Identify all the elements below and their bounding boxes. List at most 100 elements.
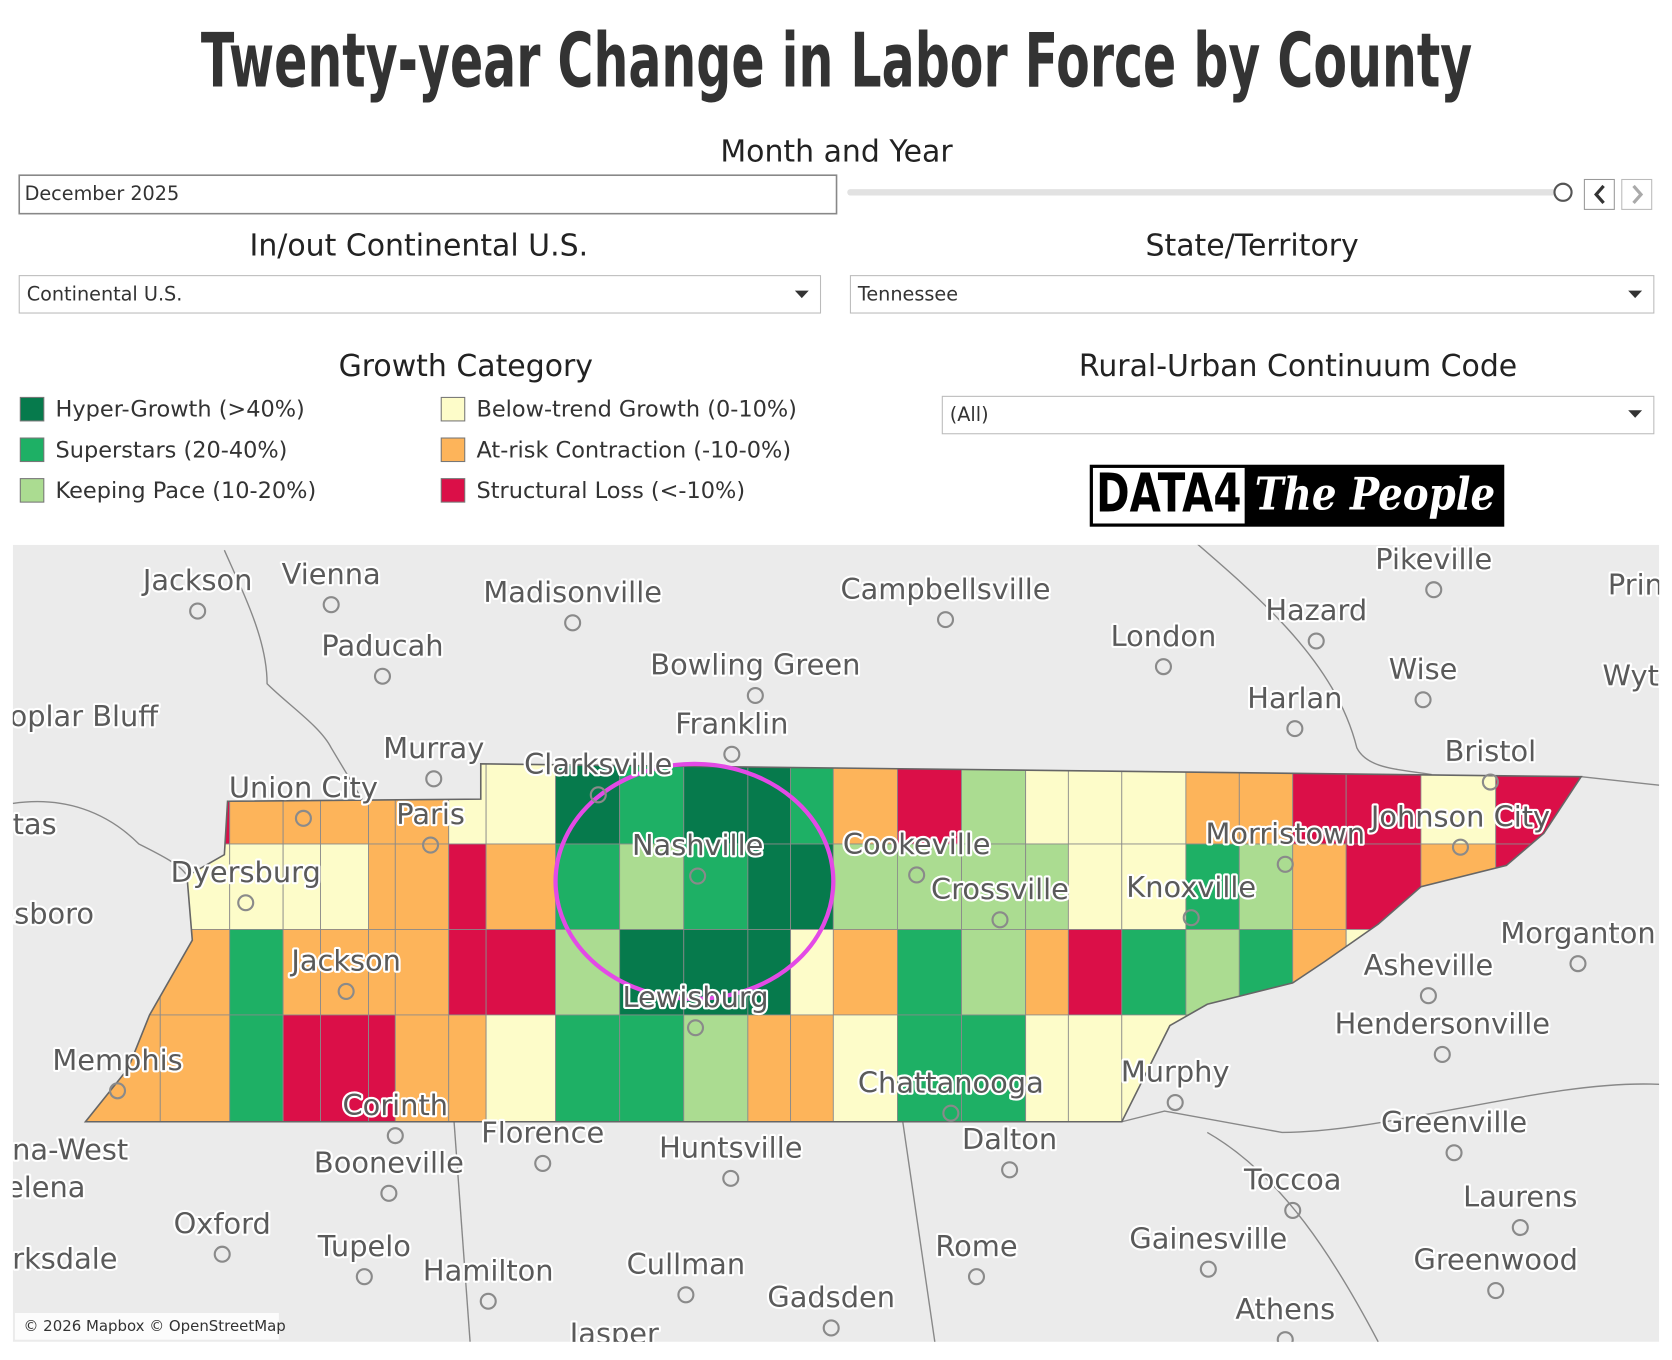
county xyxy=(485,763,556,845)
place-label: Toccoa xyxy=(1243,1163,1341,1197)
chevron-icon xyxy=(1594,184,1605,205)
place-dot xyxy=(380,1184,398,1202)
place-dot xyxy=(479,1292,497,1310)
next-button[interactable] xyxy=(1621,178,1653,210)
county xyxy=(1420,763,1497,845)
place-label: Tupelo xyxy=(317,1229,411,1263)
place-dot xyxy=(386,1127,404,1145)
county xyxy=(1121,843,1187,930)
dropdown[interactable] xyxy=(941,395,1655,435)
place-label: Pikeville xyxy=(1375,542,1492,576)
county xyxy=(229,1014,284,1122)
dropdown[interactable] xyxy=(849,275,1655,314)
place-dot xyxy=(1569,955,1587,973)
place-label: Harlan xyxy=(1247,681,1342,715)
map[interactable]: Jackson Vienna Madisonville Campbellsville P… xyxy=(0,534,1672,1360)
place-label: Vienna xyxy=(282,557,381,591)
place-label: Chattanooga xyxy=(858,1065,1044,1099)
place-label: Gainesville xyxy=(1129,1221,1287,1255)
date-value: December 2025 xyxy=(25,182,180,205)
county xyxy=(1121,929,1187,1016)
place-label: Lewisburg xyxy=(622,980,768,1014)
county xyxy=(832,763,898,845)
place-label: Bristol xyxy=(1445,734,1537,768)
county xyxy=(485,1014,556,1122)
place-dot xyxy=(1199,1260,1217,1278)
place-label: Florence xyxy=(481,1116,604,1150)
place-label: Greenville xyxy=(1381,1105,1527,1139)
place-dot xyxy=(1451,838,1470,856)
place-label: Bowling Green xyxy=(650,648,860,682)
place-dot xyxy=(1284,1201,1302,1219)
place-dot xyxy=(1276,1331,1294,1342)
place-label: Paris xyxy=(396,797,465,831)
place-dot xyxy=(908,866,926,884)
county xyxy=(448,929,487,1016)
highlight-circle xyxy=(553,761,836,1002)
place-label: Hazard xyxy=(1265,593,1367,627)
place-label: Crossville xyxy=(931,872,1069,906)
place-dot xyxy=(677,1286,695,1304)
place-label: Johnson City xyxy=(1369,799,1550,833)
place-label: London xyxy=(1111,619,1217,653)
county xyxy=(1185,843,1240,930)
county xyxy=(683,763,749,845)
place-label: Hendersonville xyxy=(1335,1007,1550,1041)
place-label: Huntsville xyxy=(659,1131,802,1165)
county xyxy=(368,929,396,1016)
date-input[interactable] xyxy=(18,174,838,215)
place-dot xyxy=(1433,1045,1451,1064)
place-dot xyxy=(723,745,741,763)
place-dot xyxy=(422,836,440,854)
filter-label: State/Territory xyxy=(1146,228,1359,263)
place-label: Cullman xyxy=(627,1247,745,1281)
legend-label: Hyper-Growth (>40%) xyxy=(56,397,305,423)
county xyxy=(1025,1014,1069,1122)
county xyxy=(394,843,450,930)
county xyxy=(897,1014,962,1122)
place-label: Oxford xyxy=(174,1206,271,1240)
place-label: Pocahontas xyxy=(0,807,57,841)
place-dot xyxy=(1276,855,1294,873)
place-dot xyxy=(967,1268,986,1286)
place-dot xyxy=(425,770,443,788)
slider-track[interactable] xyxy=(847,189,1564,196)
place-label: Murphy xyxy=(1121,1055,1230,1089)
logo-text: DATA4 xyxy=(1096,461,1241,524)
county xyxy=(1292,843,1347,930)
attribution: © 2026 Mapbox © OpenStreetMap xyxy=(24,1317,286,1335)
place-label: Jonesboro xyxy=(0,897,94,931)
dropdown[interactable] xyxy=(18,275,822,314)
county xyxy=(555,843,621,930)
county xyxy=(1292,763,1347,845)
county xyxy=(790,1014,834,1122)
place-dot xyxy=(355,1268,373,1286)
filter-label: In/out Continental U.S. xyxy=(250,228,589,263)
place-dot xyxy=(1307,632,1325,650)
place-dot xyxy=(213,1245,231,1263)
place-dot xyxy=(564,614,582,632)
place-dot xyxy=(746,686,764,705)
county xyxy=(1238,763,1294,845)
county xyxy=(832,929,898,1016)
place-label: Franklin xyxy=(675,706,788,740)
place-dot xyxy=(1445,1144,1463,1162)
place-dot xyxy=(1182,909,1200,927)
place-label: Jackson xyxy=(289,944,401,978)
place-label: Union City xyxy=(229,771,378,805)
place-dot xyxy=(991,911,1009,929)
county xyxy=(394,929,450,1016)
place-dot xyxy=(1001,1161,1019,1179)
county xyxy=(159,1014,231,1122)
slider-handle[interactable] xyxy=(1553,182,1573,202)
place-label: Morristown xyxy=(1205,816,1365,850)
place-dot xyxy=(322,596,340,614)
prev-button[interactable] xyxy=(1583,178,1615,210)
county xyxy=(1067,929,1123,1016)
county xyxy=(1025,843,1069,930)
place-label: Poplar Bluff xyxy=(0,699,159,733)
place-label: Campbellsville xyxy=(840,572,1050,606)
place-dot xyxy=(1487,1282,1505,1300)
legend-label: Superstars (20-40%) xyxy=(56,437,288,463)
state-outline xyxy=(83,763,1583,1123)
